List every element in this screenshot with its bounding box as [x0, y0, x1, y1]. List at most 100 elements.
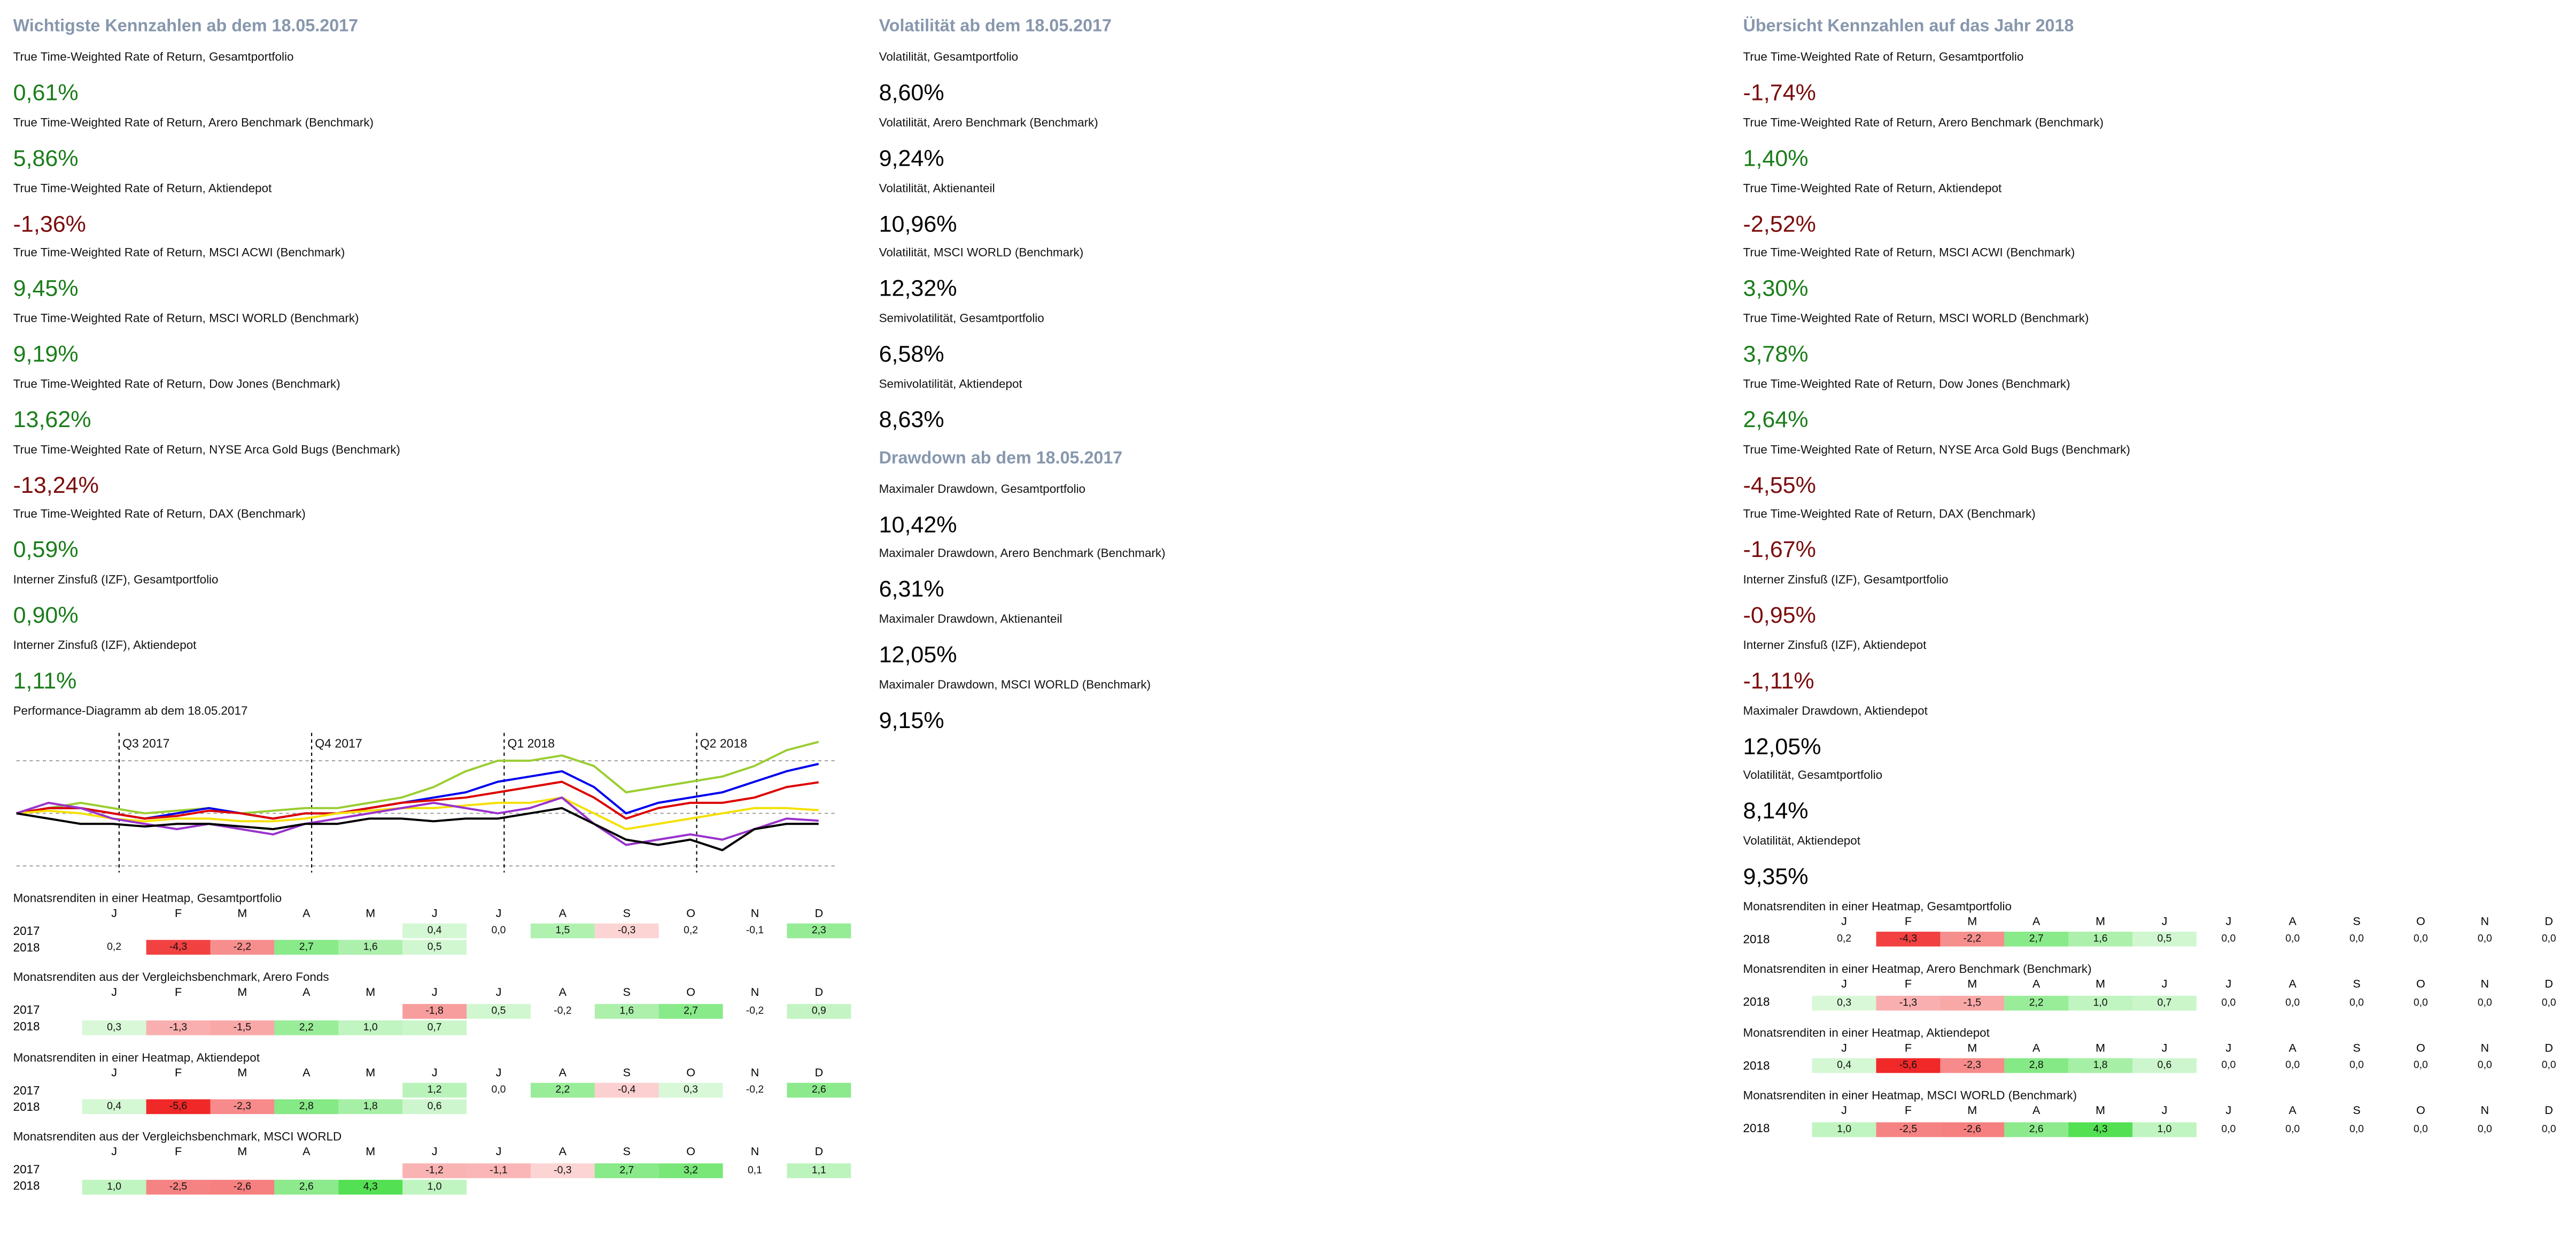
month-label: A: [2032, 916, 2040, 929]
kpi: Volatilität, Arero Benchmark (Benchmark)…: [879, 114, 1725, 180]
heatmap: Monatsrenditen in einer Heatmap, Aktiend…: [1743, 1025, 2576, 1074]
month-label: M: [2096, 1043, 2106, 1055]
heatmap-cell: -1,8: [402, 1003, 467, 1018]
series-line: [16, 795, 819, 830]
month-label: F: [1904, 979, 1912, 992]
kpi-label: True Time-Weighted Rate of Return, MSCI …: [13, 310, 359, 326]
kpi-value: 5,86%: [13, 144, 79, 171]
heatmap-cell: 0,0: [2285, 997, 2300, 1009]
month-label: J: [1841, 979, 1847, 992]
kpi-label: Interner Zinsfuß (IZF), Aktiendepot: [1743, 637, 1927, 652]
heatmap-cell: 4,3: [2068, 1121, 2133, 1137]
year-label: 2018: [1743, 931, 1770, 946]
month-label: J: [2161, 979, 2168, 992]
kpi: Volatilität, Aktienanteil 10,96%: [879, 180, 1725, 245]
heatmap-cell: 1,1: [787, 1162, 851, 1178]
heatmap-cell: -1,2: [402, 1162, 467, 1178]
year-label: 2017: [13, 923, 40, 938]
month-label: N: [2480, 979, 2489, 992]
month-label: M: [2096, 979, 2106, 992]
kpi-label: True Time-Weighted Rate of Return, Gesam…: [13, 49, 294, 64]
heatmap-cell: 0,0: [2541, 1123, 2556, 1135]
kpi-value: 6,58%: [879, 340, 944, 367]
heatmap-cell: 2,2: [274, 1019, 339, 1035]
kpi: Volatilität, MSCI WORLD (Benchmark) 12,32…: [879, 245, 1725, 311]
kpi-value: 2,64%: [1743, 405, 1809, 432]
heatmap-row: 2017 1,2 0,0 2,2 -0,4 0,3 -0,2 2,6: [13, 1082, 859, 1098]
month-label: M: [2096, 1106, 2106, 1118]
heatmap-cell: -1,5: [1940, 995, 2005, 1010]
month-label: J: [431, 987, 438, 999]
month-label: F: [174, 908, 182, 919]
kpi-label: True Time-Weighted Rate of Return, DAX (…: [1743, 506, 2036, 522]
kpi: Maximaler Drawdown, MSCI WORLD (Benchmar…: [879, 677, 1725, 742]
section-title: Volatilität ab dem 18.05.2017: [879, 16, 1112, 36]
heatmap-cell: 0,0: [2541, 933, 2556, 946]
kpi-label: Semivolatilität, Gesamtportfolio: [879, 310, 1044, 326]
heatmap-cell: 0,0: [2349, 997, 2364, 1009]
month-label: M: [366, 987, 376, 999]
month-label: F: [174, 987, 182, 999]
heatmap-cell: 0,7: [2132, 995, 2197, 1010]
year-label: 2017: [13, 1162, 40, 1177]
month-label: M: [1967, 916, 1977, 929]
heatmap-cell: 1,8: [338, 1099, 403, 1115]
kpi: True Time-Weighted Rate of Return, DAX (…: [1743, 507, 2576, 572]
heatmap-cell: -2,6: [1940, 1121, 2005, 1137]
month-label: S: [623, 908, 631, 919]
kpi: True Time-Weighted Rate of Return, MSCI …: [13, 311, 859, 376]
kpi-label: True Time-Weighted Rate of Return, Aktie…: [1743, 180, 2002, 195]
kpi: True Time-Weighted Rate of Return, Gesam…: [13, 49, 859, 114]
kpi-value: 9,45%: [13, 275, 79, 301]
heatmap-cell: -5,6: [1876, 1058, 1941, 1074]
heatmap-cell: 0,0: [2221, 1060, 2236, 1072]
month-label: A: [302, 1147, 311, 1159]
column: Volatilität ab dem 18.05.2017 Volatilität…: [879, 10, 1725, 741]
heatmap-cell: 0,4: [1812, 1058, 1876, 1074]
heatmap: Monatsrenditen in einer Heatmap, Gesamtp…: [1743, 899, 2576, 948]
heatmap-cell: -2,3: [210, 1099, 275, 1115]
month-label: F: [1904, 1106, 1912, 1118]
kpi: Interner Zinsfuß (IZF), Gesamtportfolio -…: [1743, 572, 2576, 637]
heatmap-cell: 1,0: [402, 1179, 467, 1194]
heatmap-cell: 1,0: [2068, 995, 2133, 1010]
month-label: J: [495, 1067, 502, 1079]
kpi-label: Maximaler Drawdown, Aktiendepot: [1743, 702, 1928, 717]
month-label: J: [2225, 916, 2232, 929]
kpi-value: 9,15%: [879, 706, 944, 733]
month-label: M: [366, 1147, 376, 1159]
heatmap: Monatsrenditen in einer Heatmap, MSCI WO…: [1743, 1088, 2576, 1138]
kpi: True Time-Weighted Rate of Return, Aktie…: [13, 180, 859, 245]
heatmap-cell: 0,0: [2349, 933, 2364, 946]
kpi: Maximaler Drawdown, Aktienanteil 12,05%: [879, 612, 1725, 677]
heatmap-cell: 0,0: [2285, 933, 2300, 946]
kpi-value: 1,40%: [1743, 144, 1809, 171]
month-label: S: [623, 1067, 631, 1079]
section-title: Wichtigste Kennzahlen ab dem 18.05.2017: [13, 16, 359, 36]
month-label: M: [1967, 1043, 1977, 1055]
kpi-label: True Time-Weighted Rate of Return, Arero…: [1743, 114, 2104, 130]
kpi-value: 6,31%: [879, 575, 944, 602]
kpi-value: 10,96%: [879, 209, 957, 236]
month-label: D: [814, 1067, 824, 1079]
kpi-label: Volatilität, Aktienanteil: [879, 180, 995, 195]
month-label: N: [2480, 916, 2489, 929]
heatmap-row: 2018 0,4 -5,6 -2,3 2,8 1,8 0,6: [13, 1098, 859, 1115]
heatmap-row: 2018 0,3 -1,3 -1,5 2,2 1,0 0,7: [13, 1019, 859, 1035]
heatmap-cell: 0,0: [2414, 1060, 2428, 1072]
heatmap-title: Monatsrenditen aus der Vergleichsbenchma…: [13, 1128, 342, 1144]
month-label: D: [2544, 979, 2554, 992]
heatmap-title: Monatsrenditen in einer Heatmap, Gesamtp…: [1743, 898, 2012, 914]
kpi-label: True Time-Weighted Rate of Return, MSCI …: [13, 245, 345, 260]
heatmap-cell: 1,0: [2132, 1121, 2197, 1137]
kpi: Maximaler Drawdown, Gesamtportfolio 10,42…: [879, 481, 1725, 546]
month-label: O: [686, 1147, 695, 1159]
column: Übersicht Kennzahlen auf das Jahr 2018 Tr…: [1743, 10, 2576, 1151]
kpi-label: Maximaler Drawdown, Arero Benchmark (Ben…: [879, 546, 1166, 561]
kpi: Interner Zinsfuß (IZF), Aktiendepot -1,11…: [1743, 637, 2576, 702]
month-label: M: [366, 1067, 376, 1079]
month-label: J: [2225, 1043, 2232, 1055]
